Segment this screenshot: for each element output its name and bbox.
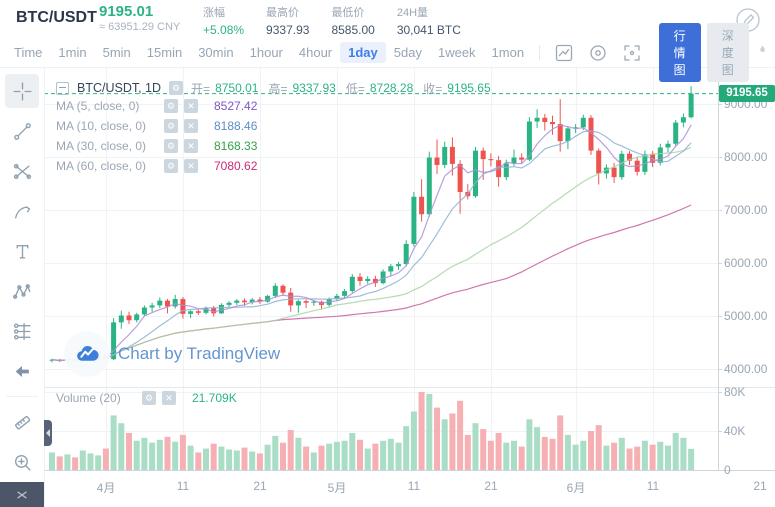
ma-legend-row-3: MA (60, close, 0) ⚙ ✕ 7080.62	[56, 156, 491, 176]
trend-line-tool-icon[interactable]	[5, 114, 39, 148]
crosshair-tool-icon[interactable]	[5, 74, 39, 108]
stat-label: 最低价	[331, 7, 365, 19]
ma-label: MA (60, close, 0)	[56, 159, 147, 173]
tradingview-logo-icon	[64, 331, 110, 377]
ma-legend-row-2: MA (30, close, 0) ⚙ ✕ 8168.33	[56, 136, 491, 156]
series-settings-icon[interactable]: ⚙	[169, 81, 184, 95]
ma-close-icon[interactable]: ✕	[184, 119, 198, 133]
timeframe-1min[interactable]: 1min	[58, 45, 87, 60]
indicator-icon[interactable]	[588, 43, 608, 63]
volume-legend: Volume (20) ⚙ ✕ 21.709K	[56, 391, 237, 405]
ma-label: MA (30, close, 0)	[56, 139, 147, 153]
header-stat-0: 涨幅 +5.08%	[203, 4, 244, 37]
stat-label: 最高价	[266, 7, 300, 19]
ma-settings-icon[interactable]: ⚙	[164, 159, 178, 173]
ma-value: 8527.42	[214, 99, 258, 113]
xabcd-pattern-tool-icon[interactable]	[5, 274, 39, 308]
ma-close-icon[interactable]: ✕	[184, 159, 198, 173]
ohlc-value: 9337.93	[292, 81, 336, 95]
header-stat-1: 最高价 9337.93	[266, 4, 309, 37]
ohlc-label: 低=	[345, 81, 365, 96]
ma-close-icon[interactable]: ✕	[184, 139, 198, 153]
tool-divider	[6, 396, 38, 397]
watermark-text: Chart by TradingView	[118, 344, 281, 363]
ma-value: 7080.62	[214, 159, 258, 173]
timeframe-4hour[interactable]: 4hour	[298, 45, 333, 60]
timeframe-5min[interactable]: 5min	[102, 45, 131, 60]
ohlc-value: 8750.01	[215, 81, 259, 95]
ma-value: 8188.46	[214, 119, 258, 133]
timeframe-30min[interactable]: 30min	[198, 45, 234, 60]
header-stat-3: 24H量 30,041 BTC	[397, 4, 461, 37]
legend-symbol-row: BTC/USDT, 1D ⚙ 开= 8750.01 高= 9337.93 低= 8728.…	[56, 80, 491, 96]
ma-settings-icon[interactable]: ⚙	[164, 99, 178, 113]
fullscreen-icon[interactable]	[622, 43, 642, 63]
price-block: 9195.01 ≈ 63951.29 CNY	[99, 3, 180, 33]
header-stats: 涨幅 +5.08% 最高价 9337.93 最低价 8585.00 24H量 30,041 B…	[203, 4, 461, 37]
legend-collapse-icon[interactable]	[56, 81, 69, 95]
current-price-badge: 9195.65	[719, 85, 775, 103]
chart-legend: BTC/USDT, 1D ⚙ 开= 8750.01 高= 9337.93 低= 8728.…	[56, 80, 491, 176]
timeframe-15min[interactable]: 15min	[146, 45, 183, 60]
toolbar-collapse-button[interactable]	[0, 482, 44, 507]
ma-legend-row-0: MA (5, close, 0) ⚙ ✕ 8527.42	[56, 96, 491, 116]
drawing-toolbar	[0, 68, 45, 507]
chart-toolbar: Time 1min 5min 15min 30min 1hour 4hour 1day 5day…	[0, 23, 775, 82]
ohlc-value: 8728.28	[369, 81, 414, 95]
ma-close-icon[interactable]: ✕	[184, 99, 198, 113]
text-tool-icon[interactable]	[5, 234, 39, 268]
stat-value: +5.08%	[203, 23, 245, 37]
volume-value: 21.709K	[192, 391, 237, 405]
volume-settings-icon[interactable]: ⚙	[142, 391, 156, 405]
last-price: 9195.01	[99, 3, 154, 20]
zoom-in-tool-icon[interactable]	[5, 445, 39, 479]
timeframe-5day[interactable]: 5day	[393, 45, 422, 60]
header-stat-2: 最低价 8585.00	[331, 4, 374, 37]
timeframe-1mon[interactable]: 1mon	[491, 45, 525, 60]
toolbar-icons	[547, 43, 649, 63]
depth-chart-button[interactable]: 深度图	[706, 23, 749, 82]
brush-tool-icon[interactable]	[5, 194, 39, 228]
ohlc-label: 收=	[423, 81, 443, 96]
ma-settings-icon[interactable]: ⚙	[164, 119, 178, 133]
timeframe-1week[interactable]: 1week	[437, 45, 476, 60]
ohlc-label: 开=	[191, 81, 211, 96]
ma-label: MA (5, close, 0)	[56, 99, 140, 113]
ohlc-value: 9195.65	[447, 81, 491, 95]
stat-label: 24H量	[396, 7, 429, 19]
ma-legend-rows: MA (5, close, 0) ⚙ ✕ 8527.42 MA (10, close, …	[56, 96, 491, 176]
timeframe-list: Time 1min 5min 15min 30min 1hour 4hour 1day 5day…	[6, 42, 532, 63]
fiat-equivalent: ≈ 63951.29 CNY	[99, 21, 181, 33]
timeframe-1day[interactable]: 1day	[340, 42, 386, 63]
volume-label: Volume (20)	[56, 391, 121, 405]
flame-icon[interactable]	[757, 43, 768, 63]
ruler-tool-icon[interactable]	[5, 405, 39, 439]
volume-close-icon[interactable]: ✕	[162, 391, 176, 405]
ma-settings-icon[interactable]: ⚙	[164, 139, 178, 153]
ohlc-label: 高=	[268, 81, 288, 96]
arrow-left-tool-icon[interactable]	[5, 354, 39, 388]
ohlc-values: 开= 8750.01 高= 9337.93 低= 8728.28 收= 9195.65	[191, 80, 491, 97]
ma-legend-row-1: MA (10, close, 0) ⚙ ✕ 8188.46	[56, 116, 491, 136]
timeframe-1hour[interactable]: 1hour	[249, 45, 283, 60]
market-chart-button[interactable]: 行情图	[658, 23, 701, 82]
ma-label: MA (10, close, 0)	[56, 119, 147, 133]
tradingview-watermark: Chart by TradingView	[64, 331, 280, 377]
toolbar-divider	[539, 45, 540, 60]
forecast-tool-icon[interactable]	[5, 314, 39, 348]
timeframe-time[interactable]: Time	[14, 45, 43, 60]
legend-title: BTC/USDT, 1D	[77, 81, 162, 95]
panel-collapse-handle[interactable]	[44, 420, 52, 446]
stat-value: 30,041 BTC	[396, 23, 461, 37]
line-chart-icon[interactable]	[554, 43, 574, 63]
symbol-title: BTC/USDT	[16, 9, 97, 26]
stat-value: 9337.93	[266, 23, 310, 37]
stat-label: 涨幅	[203, 7, 225, 19]
gann-fan-tool-icon[interactable]	[5, 154, 39, 188]
ma-value: 8168.33	[214, 139, 258, 153]
stat-value: 8585.00	[331, 23, 375, 37]
